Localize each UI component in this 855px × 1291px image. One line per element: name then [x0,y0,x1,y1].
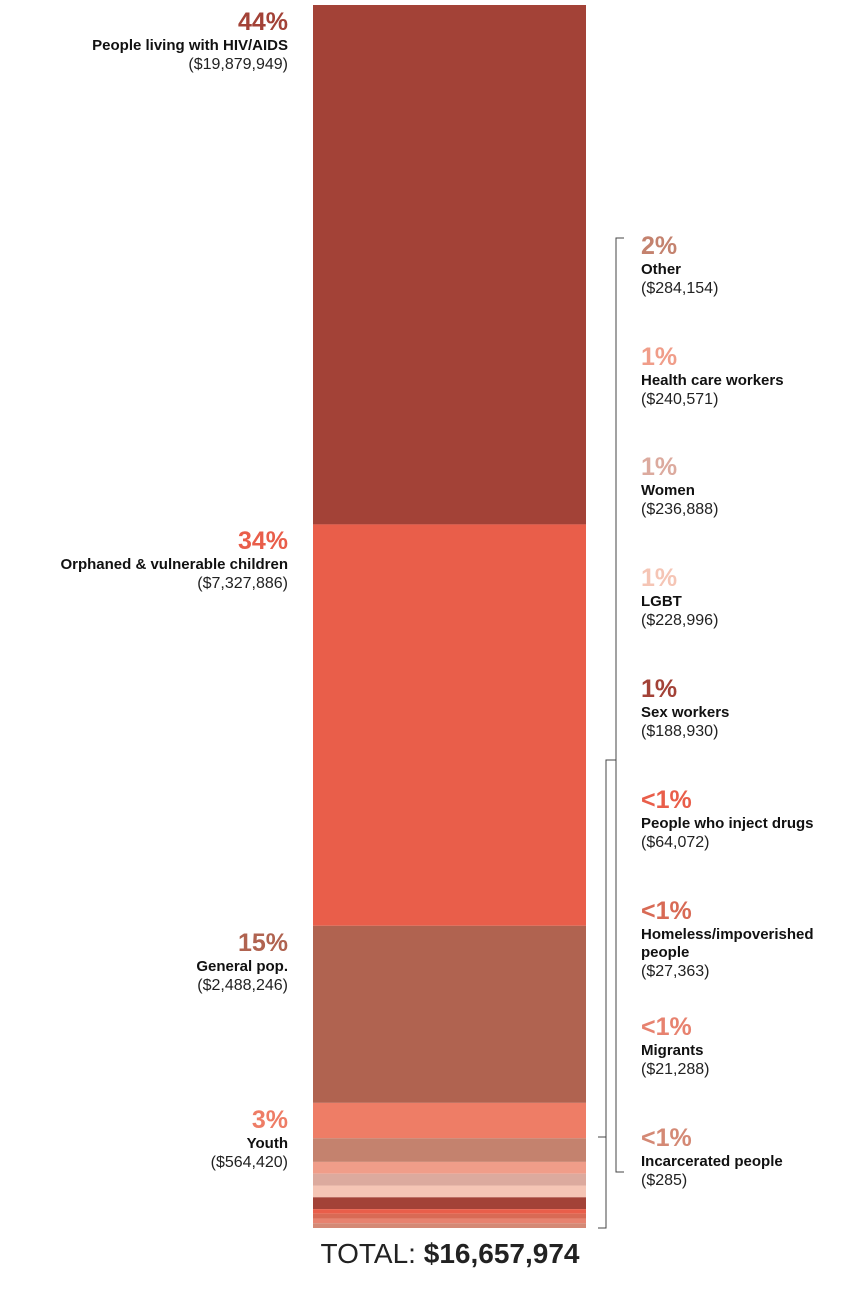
category-label: Other [641,261,682,278]
percent-label: 2% [641,232,678,260]
total-label: TOTAL: [320,1238,416,1269]
percent-label: <1% [641,897,692,925]
amount-label: ($7,327,886) [197,575,288,593]
bar-segment [313,1161,586,1174]
segment-label: 1% Sex workers ($188,930) [641,674,853,741]
amount-label: ($284,154) [641,280,719,297]
percent-label: <1% [641,1124,692,1152]
bar-segment [313,1209,586,1214]
category-label: Sex workers [641,704,730,721]
category-label: LGBT [641,593,682,610]
percent-label: 3% [251,1105,288,1134]
percent-label: 34% [237,527,288,556]
segment-label: 1% Women ($236,888) [641,452,853,519]
category-label: Orphaned & vulnerable children [60,556,288,574]
category-label: Incarcerated people [641,1153,783,1170]
segment-label: <1% Migrants ($21,288) [641,1012,853,1079]
amount-label: ($285) [641,1172,688,1189]
category-label: Women [641,482,695,499]
segment-label: 3% Youth ($564,420) [0,1105,288,1172]
bar-segment [313,5,586,525]
category-label: Homeless/impoverished people [641,926,814,961]
category-label: People who inject drugs [641,815,814,832]
amount-label: ($19,879,949) [188,56,288,73]
brackets [598,237,624,1229]
percent-label: <1% [641,1013,692,1041]
bracket-right [615,237,624,1173]
amount-label: ($188,930) [641,723,719,740]
bar-segment [313,1218,586,1224]
bar-segment [313,1138,586,1162]
amount-label: ($228,996) [641,612,719,629]
amount-label: ($21,288) [641,1061,710,1078]
bracket-bar [598,759,616,1229]
percent-label: 1% [641,343,678,371]
bar-segment [313,1213,586,1219]
category-label: Health care workers [641,372,784,389]
segment-label: 44% People living with HIV/AIDS ($19,879,9… [0,7,288,74]
category-label: General pop. [196,957,288,975]
bar-segment [313,1185,586,1198]
amount-label: ($236,888) [641,501,719,518]
total: TOTAL: $16,657,974 [0,1238,855,1270]
segment-label: 15% General pop. ($2,488,246) [0,928,288,995]
category-label: People living with HIV/AIDS [92,37,288,54]
amount-label: ($64,072) [641,834,710,851]
category-label: Migrants [641,1042,704,1059]
category-label: Youth [246,1134,288,1152]
percent-label: 15% [237,928,288,957]
percent-label: 1% [641,564,678,592]
segment-label: 1% LGBT ($228,996) [641,563,853,630]
percent-label: <1% [641,786,692,814]
bar-segment [313,925,586,1103]
segment-label: 1% Health care workers ($240,571) [641,342,853,409]
bar-segment [313,524,586,926]
bar-segment [313,1102,586,1139]
segment-label: <1% People who inject drugs ($64,072) [641,785,853,852]
percent-label: 1% [641,453,678,481]
percent-label: 44% [237,8,288,36]
segment-label: <1% Homeless/impoverished people ($27,363) [641,896,853,981]
segment-label: <1% Incarcerated people ($285) [641,1123,853,1190]
bar-segment [313,1197,586,1210]
segment-label: 2% Other ($284,154) [641,231,853,298]
total-value: $16,657,974 [423,1238,580,1269]
amount-label: ($564,420) [210,1153,288,1171]
percent-label: 1% [641,675,678,703]
amount-label: ($27,363) [641,963,710,980]
amount-label: ($240,571) [641,391,719,408]
bar-segment [313,1173,586,1186]
bar-segment [313,1223,586,1228]
segment-label: 34% Orphaned & vulnerable children ($7,327… [0,526,288,593]
amount-label: ($2,488,246) [197,976,288,994]
